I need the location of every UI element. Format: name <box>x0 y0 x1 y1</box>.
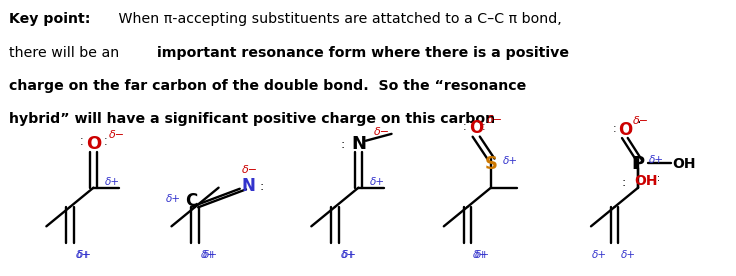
Text: δ+: δ+ <box>201 250 216 260</box>
Text: δ−: δ− <box>374 128 390 137</box>
Text: δ+: δ+ <box>592 250 607 260</box>
Text: ·: · <box>104 134 107 144</box>
Text: δ+: δ+ <box>475 250 490 260</box>
Text: S: S <box>484 155 498 173</box>
Text: hybrid” will have a significant positive charge on this carbon: hybrid” will have a significant positive… <box>9 112 495 126</box>
Text: O: O <box>86 134 101 153</box>
Text: ·: · <box>629 127 632 137</box>
Text: δ+: δ+ <box>370 177 386 187</box>
Text: ·: · <box>463 125 466 135</box>
Text: δ+: δ+ <box>620 250 636 260</box>
Text: ·: · <box>657 176 660 186</box>
Text: O: O <box>618 121 632 139</box>
Text: :: : <box>260 180 264 193</box>
Text: .: . <box>636 112 640 126</box>
Text: δ+: δ+ <box>77 250 93 260</box>
Text: P: P <box>631 155 645 173</box>
Text: ·: · <box>80 140 83 150</box>
Text: δ+: δ+ <box>473 250 489 260</box>
Text: ·: · <box>482 120 485 130</box>
Text: OH: OH <box>634 174 658 188</box>
Text: ·: · <box>613 123 616 132</box>
Text: ·: · <box>613 127 616 137</box>
Text: there will be an: there will be an <box>9 46 124 60</box>
Text: ·: · <box>80 134 83 144</box>
Text: ·: · <box>657 172 660 182</box>
Text: ·: · <box>104 140 107 150</box>
Text: charge on the far carbon of the double bond.  So the “resonance: charge on the far carbon of the double b… <box>9 79 526 93</box>
Text: When π-accepting substituents are attatched to a C–C π bond,: When π-accepting substituents are attatc… <box>114 12 562 26</box>
Text: δ+: δ+ <box>503 156 518 166</box>
Text: δ−: δ− <box>109 130 125 140</box>
Text: δ+: δ+ <box>166 194 180 204</box>
Text: Key point:: Key point: <box>9 12 91 26</box>
Text: :: : <box>340 138 344 152</box>
Text: δ−: δ− <box>633 116 649 126</box>
Text: ·: · <box>482 125 485 135</box>
Text: :: : <box>622 176 626 189</box>
Text: N: N <box>242 177 255 195</box>
Text: δ+: δ+ <box>202 250 218 260</box>
Text: δ+: δ+ <box>341 250 356 260</box>
Text: δ+: δ+ <box>105 177 121 187</box>
Text: δ+: δ+ <box>648 155 664 165</box>
Text: ·: · <box>629 123 632 132</box>
Text: N: N <box>351 134 366 153</box>
Text: important resonance form where there is a positive: important resonance form where there is … <box>157 46 569 60</box>
Text: δ+: δ+ <box>342 250 358 260</box>
Text: δ−: δ− <box>242 165 258 175</box>
Text: OH: OH <box>672 157 696 171</box>
Text: δ+: δ+ <box>76 250 91 260</box>
Text: C: C <box>185 192 197 211</box>
Text: O: O <box>469 119 484 137</box>
Text: δ−: δ− <box>486 115 503 124</box>
Text: ·: · <box>463 120 466 130</box>
